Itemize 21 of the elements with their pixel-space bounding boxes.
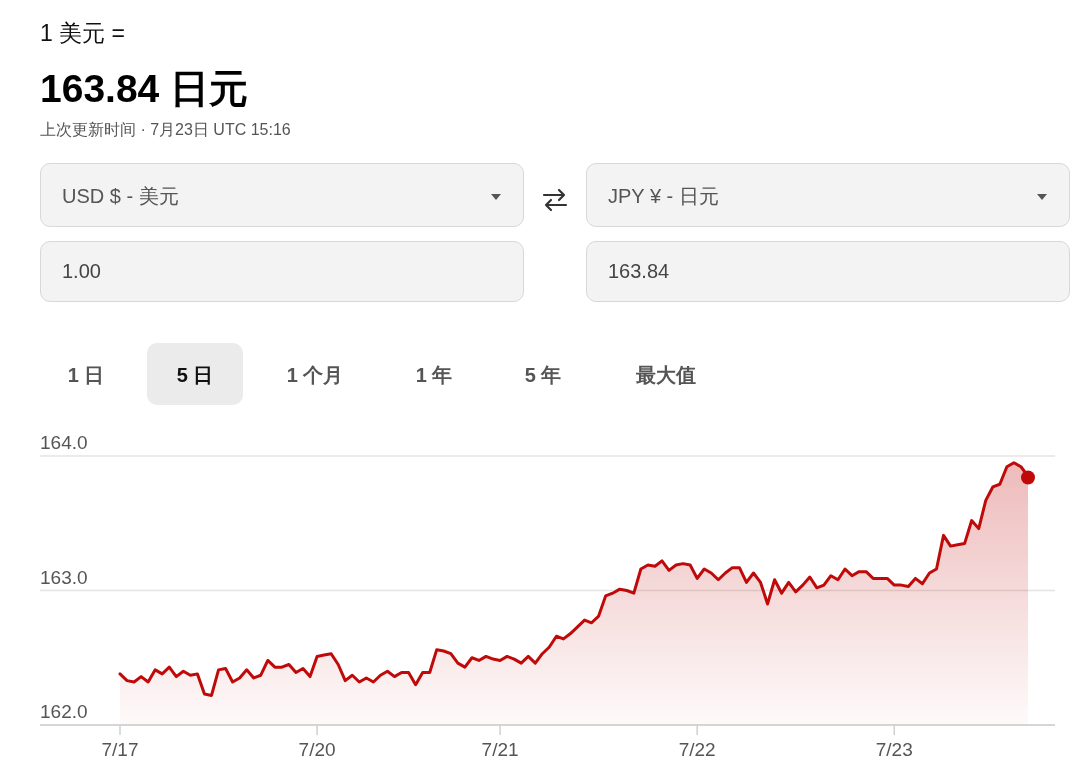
text: 1 个月 xyxy=(285,363,345,388)
text: 上次更新时间 · 7月23日 UTC 15:16 xyxy=(40,120,291,140)
text: 1 日 xyxy=(66,363,106,388)
x-tick-label: 7/22 xyxy=(678,739,716,760)
x-tick-label: 7/23 xyxy=(875,739,913,760)
x-tick-label: 7/17 xyxy=(101,739,139,760)
x-tick-label: 7/20 xyxy=(298,739,336,760)
x-tick-label: 7/21 xyxy=(481,739,519,760)
y-tick-label: 164.0 xyxy=(40,432,88,453)
text: 5 年 xyxy=(523,363,563,388)
text: 163.84 xyxy=(608,260,670,283)
y-tick-label: 163.0 xyxy=(40,566,88,588)
text: 最大值 xyxy=(635,363,697,388)
text: 5 日 xyxy=(175,363,215,388)
chart-title: 1 美元 = xyxy=(40,19,126,48)
text: USD $ - 美元 xyxy=(62,184,179,209)
text: 1.00 xyxy=(62,260,101,283)
text: 1 年 xyxy=(414,363,454,388)
text: JPY ¥ - 日元 xyxy=(608,184,719,209)
y-tick-label: 162.0 xyxy=(40,701,88,722)
chart-subtitle: 163.84 日元 xyxy=(40,66,249,112)
